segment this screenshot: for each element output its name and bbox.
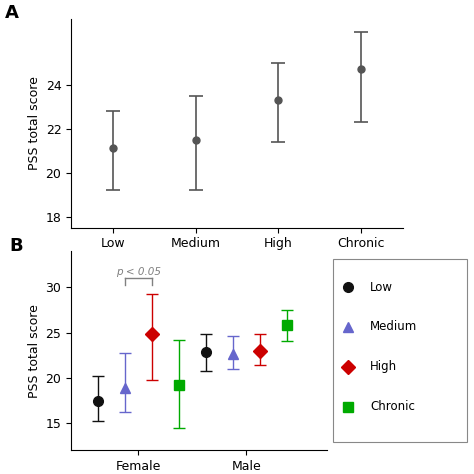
Text: Medium: Medium <box>370 320 418 333</box>
Y-axis label: PSS total score: PSS total score <box>28 304 41 398</box>
Text: Low: Low <box>370 281 393 293</box>
Text: A: A <box>5 4 18 22</box>
Y-axis label: PSS total score: PSS total score <box>28 76 41 170</box>
FancyBboxPatch shape <box>333 259 466 442</box>
Text: High: High <box>370 360 397 373</box>
X-axis label: Migraine frequency: Migraine frequency <box>170 257 304 271</box>
Text: p < 0.05: p < 0.05 <box>116 266 161 276</box>
Text: B: B <box>9 237 23 255</box>
Text: Chronic: Chronic <box>370 400 415 413</box>
